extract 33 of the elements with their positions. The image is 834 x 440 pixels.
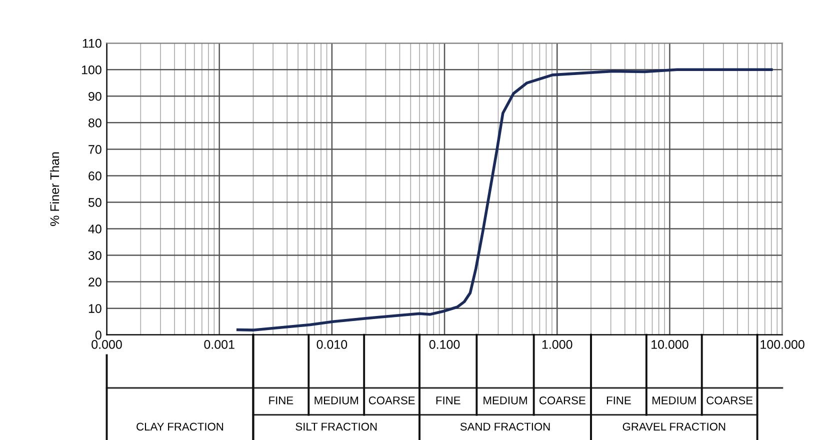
text: SAND FRACTION (460, 422, 550, 431)
y-axis-title: % Finer Than (50, 152, 60, 226)
text: MEDIUM (652, 396, 696, 404)
text: COARSE (368, 396, 415, 404)
x-tick-label: 1.000 (542, 340, 572, 349)
text: SILT FRACTION (296, 422, 377, 431)
y-tick-label: 90 (88, 92, 102, 101)
y-tick-label: 40 (88, 224, 102, 234)
y-tick-label: 20 (88, 278, 102, 286)
y-tick-label: 80 (88, 118, 102, 128)
x-tick-label: 0.100 (429, 340, 460, 349)
text: CLAY FRACTION (136, 422, 224, 431)
y-tick-label: 60 (88, 172, 102, 180)
x-tick-label: 100.000 (760, 340, 804, 349)
x-tick-label: 10.000 (652, 340, 688, 349)
text: FINE (606, 396, 631, 404)
y-tick-label: 110 (82, 38, 102, 48)
text: GRAVEL FRACTION (622, 422, 726, 431)
y-tick-label: 70 (88, 145, 102, 154)
x-tick-label: 0.001 (204, 340, 234, 349)
y-tick-label: 100 (82, 65, 102, 74)
y-tick-label: 10 (88, 304, 102, 313)
text: MEDIUM (314, 396, 358, 404)
y-tick-label: 50 (88, 198, 102, 207)
x-tick-label: 0.000 (92, 340, 122, 349)
text: FINE (436, 396, 460, 404)
x-tick-label: 0.010 (316, 340, 348, 349)
y-tick-label: 30 (88, 251, 102, 260)
text: COARSE (706, 396, 753, 404)
text: COARSE (540, 396, 586, 404)
text: FINE (269, 396, 294, 404)
text: MEDIUM (484, 396, 527, 404)
y-tick-label: 0 (95, 330, 102, 340)
